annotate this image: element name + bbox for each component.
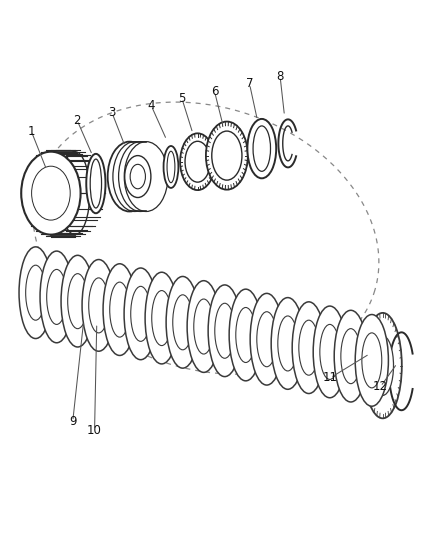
Ellipse shape xyxy=(60,152,90,235)
Ellipse shape xyxy=(166,277,199,368)
Ellipse shape xyxy=(86,154,106,213)
Ellipse shape xyxy=(119,142,162,212)
Text: 4: 4 xyxy=(148,99,155,112)
Ellipse shape xyxy=(26,265,46,320)
Ellipse shape xyxy=(82,260,115,351)
Text: 5: 5 xyxy=(178,92,186,105)
Ellipse shape xyxy=(32,166,70,220)
Ellipse shape xyxy=(334,310,367,402)
Text: 2: 2 xyxy=(73,114,81,127)
Text: 6: 6 xyxy=(211,85,219,99)
Ellipse shape xyxy=(271,297,304,389)
Ellipse shape xyxy=(212,131,242,180)
Ellipse shape xyxy=(124,268,157,360)
Ellipse shape xyxy=(180,133,215,190)
Ellipse shape xyxy=(299,320,319,375)
Ellipse shape xyxy=(47,269,67,325)
Ellipse shape xyxy=(40,251,73,343)
Ellipse shape xyxy=(173,295,193,350)
Ellipse shape xyxy=(208,285,241,377)
Text: 3: 3 xyxy=(108,106,116,119)
Text: 9: 9 xyxy=(69,415,77,428)
Ellipse shape xyxy=(19,247,52,338)
Ellipse shape xyxy=(131,286,151,341)
Ellipse shape xyxy=(108,142,151,212)
Text: 8: 8 xyxy=(276,70,284,83)
Ellipse shape xyxy=(247,119,276,179)
Text: 7: 7 xyxy=(246,77,253,91)
Ellipse shape xyxy=(362,333,382,388)
Ellipse shape xyxy=(130,164,145,189)
Ellipse shape xyxy=(110,282,130,337)
Ellipse shape xyxy=(250,293,283,385)
Ellipse shape xyxy=(236,308,256,362)
Ellipse shape xyxy=(145,272,178,364)
Ellipse shape xyxy=(229,289,262,381)
Ellipse shape xyxy=(103,264,136,356)
Text: 10: 10 xyxy=(87,424,102,437)
Ellipse shape xyxy=(90,159,102,208)
Ellipse shape xyxy=(194,299,214,354)
Ellipse shape xyxy=(364,313,402,418)
Text: 11: 11 xyxy=(323,372,338,384)
Ellipse shape xyxy=(313,306,346,398)
Ellipse shape xyxy=(89,278,109,333)
Ellipse shape xyxy=(113,142,156,212)
Ellipse shape xyxy=(215,303,235,358)
Ellipse shape xyxy=(21,152,81,235)
Ellipse shape xyxy=(320,325,340,379)
Ellipse shape xyxy=(278,316,298,371)
Ellipse shape xyxy=(68,273,88,329)
Text: 12: 12 xyxy=(373,380,388,393)
Ellipse shape xyxy=(152,290,172,345)
Text: 1: 1 xyxy=(28,125,35,138)
Ellipse shape xyxy=(61,255,94,347)
Ellipse shape xyxy=(185,141,210,182)
Ellipse shape xyxy=(124,142,168,212)
Ellipse shape xyxy=(206,122,248,190)
Ellipse shape xyxy=(372,336,393,395)
Ellipse shape xyxy=(355,314,389,406)
Ellipse shape xyxy=(167,151,175,183)
Ellipse shape xyxy=(257,312,277,367)
Ellipse shape xyxy=(292,302,325,393)
Ellipse shape xyxy=(341,329,361,384)
Ellipse shape xyxy=(187,281,220,373)
Ellipse shape xyxy=(163,146,178,188)
Ellipse shape xyxy=(125,156,151,198)
Ellipse shape xyxy=(39,176,63,210)
Ellipse shape xyxy=(253,126,271,171)
